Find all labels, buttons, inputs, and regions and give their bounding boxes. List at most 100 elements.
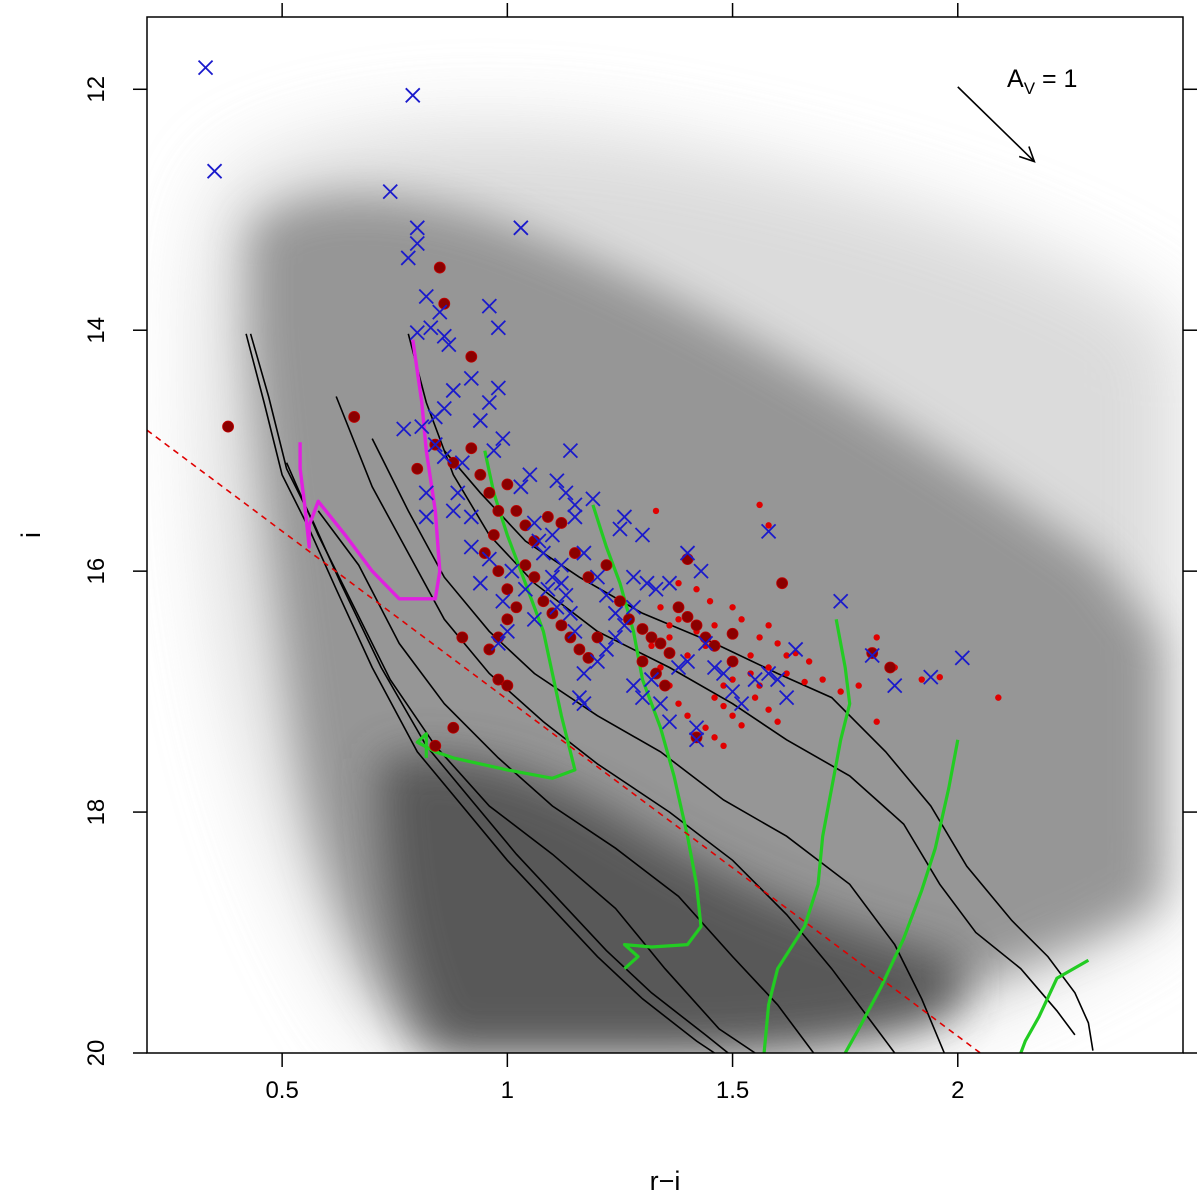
blue-cross-marker bbox=[197, 59, 214, 76]
blue-cross-stroke bbox=[661, 575, 678, 591]
blue-cross-stroke bbox=[197, 59, 214, 76]
extinction-label-sub: V bbox=[1024, 79, 1036, 98]
blue-cross-stroke bbox=[400, 250, 416, 266]
dark-red-point bbox=[555, 619, 568, 632]
red-point bbox=[684, 712, 691, 719]
red-point bbox=[738, 722, 745, 729]
blue-cross-stroke bbox=[760, 523, 777, 540]
red-point bbox=[675, 616, 682, 623]
blue-cross-marker bbox=[418, 485, 434, 501]
blue-cross-marker bbox=[517, 581, 534, 597]
dark-red-point bbox=[555, 517, 568, 529]
blue-cross-marker bbox=[427, 437, 443, 453]
red-point bbox=[738, 616, 745, 623]
blue-cross-marker bbox=[625, 677, 642, 694]
blue-cross-marker bbox=[495, 593, 511, 609]
blue-cross-marker bbox=[463, 370, 479, 387]
blue-cross-stroke bbox=[576, 696, 592, 712]
extinction-label: AV = 1 bbox=[1007, 65, 1077, 98]
blue-cross-stroke bbox=[706, 659, 723, 676]
blue-cross-stroke bbox=[567, 509, 583, 525]
dark-red-point bbox=[501, 613, 514, 626]
red-point bbox=[666, 634, 673, 641]
blue-cross-stroke bbox=[513, 220, 529, 236]
blue-cross-stroke bbox=[414, 418, 430, 435]
blue-cross-stroke bbox=[607, 605, 624, 621]
red-point bbox=[684, 652, 691, 659]
blue-cross-stroke bbox=[450, 485, 466, 501]
dark-red-point bbox=[528, 571, 541, 584]
blue-cross-stroke bbox=[571, 689, 588, 706]
blue-cross-stroke bbox=[589, 653, 606, 670]
blue-cross-marker bbox=[432, 304, 448, 320]
blue-cross-marker bbox=[540, 581, 556, 597]
dark-red-point bbox=[690, 619, 703, 632]
blue-cross-marker bbox=[598, 587, 615, 603]
blue-cross-marker bbox=[864, 647, 880, 664]
dark-red-point bbox=[573, 643, 586, 656]
green-track-1 bbox=[415, 450, 577, 780]
red-point bbox=[801, 678, 808, 686]
blue-cross-stroke bbox=[634, 527, 651, 543]
stellar-density-field bbox=[206, 126, 1181, 1050]
dark-red-point bbox=[681, 611, 694, 623]
blue-cross-stroke bbox=[625, 677, 642, 694]
blue-cross-marker bbox=[553, 575, 570, 591]
blue-cross-marker bbox=[693, 563, 709, 579]
dark-red-point bbox=[650, 667, 662, 680]
blue-cross-stroke bbox=[923, 669, 939, 685]
blue-cross-marker bbox=[382, 184, 398, 200]
blue-cross-marker bbox=[472, 575, 488, 591]
red-point bbox=[783, 652, 790, 659]
isochrone-line-7 bbox=[407, 333, 1076, 1036]
blue-cross-marker bbox=[787, 641, 804, 658]
blue-cross-marker bbox=[445, 382, 461, 399]
dark-red-point bbox=[591, 631, 604, 644]
blue-cross-marker bbox=[576, 665, 592, 682]
isochrone-line-2 bbox=[249, 333, 729, 1053]
blue-cross-marker bbox=[607, 629, 624, 646]
blue-cross-marker bbox=[544, 569, 561, 585]
dark-red-point bbox=[582, 571, 595, 584]
blue-cross-marker bbox=[549, 599, 565, 615]
blue-cross-marker bbox=[400, 250, 416, 266]
blue-cross-marker bbox=[562, 605, 579, 621]
blue-cross-stroke bbox=[576, 665, 592, 682]
blue-cross-marker bbox=[486, 443, 502, 459]
blue-cross-stroke bbox=[634, 689, 651, 706]
dark-red-point bbox=[690, 731, 703, 744]
blue-cross-marker bbox=[409, 220, 425, 236]
dark-red-point bbox=[623, 613, 635, 626]
y-axis-label: i bbox=[16, 532, 46, 538]
dark-red-point bbox=[501, 478, 514, 491]
blue-cross-stroke bbox=[715, 665, 732, 682]
blue-cross-marker bbox=[450, 485, 466, 501]
green-track-4 bbox=[843, 739, 960, 1053]
blue-cross-stroke bbox=[445, 382, 461, 399]
blue-cross-marker bbox=[769, 671, 786, 688]
blue-cross-stroke bbox=[760, 665, 777, 682]
blue-cross-stroke bbox=[648, 581, 664, 597]
red-point bbox=[774, 640, 781, 647]
dark-red-point bbox=[438, 297, 451, 310]
dark-red-point bbox=[546, 607, 559, 620]
blue-cross-stroke bbox=[733, 696, 750, 712]
blue-cross-stroke bbox=[553, 575, 570, 591]
red-point bbox=[783, 670, 790, 677]
dark-red-point bbox=[465, 442, 478, 455]
extinction-arrow-head bbox=[1018, 146, 1036, 163]
blue-cross-stroke bbox=[436, 400, 452, 417]
blue-cross-stroke bbox=[688, 720, 705, 736]
blue-cross-stroke bbox=[472, 412, 488, 429]
blue-cross-marker bbox=[567, 623, 583, 640]
dark-red-point bbox=[776, 577, 789, 590]
blue-cross-marker bbox=[607, 605, 624, 621]
blue-cross-stroke bbox=[522, 467, 538, 483]
dark-red-point bbox=[541, 511, 554, 523]
blue-cross-marker bbox=[549, 473, 565, 489]
blue-cross-stroke bbox=[598, 641, 615, 658]
axes-layer: 0.5 1 1.5 2 12 14 16 18 20 bbox=[83, 3, 1197, 1104]
blue-cross-stroke bbox=[418, 288, 434, 305]
extinction-annotation: AV = 1 bbox=[957, 65, 1077, 163]
blue-cross-marker bbox=[206, 163, 223, 179]
